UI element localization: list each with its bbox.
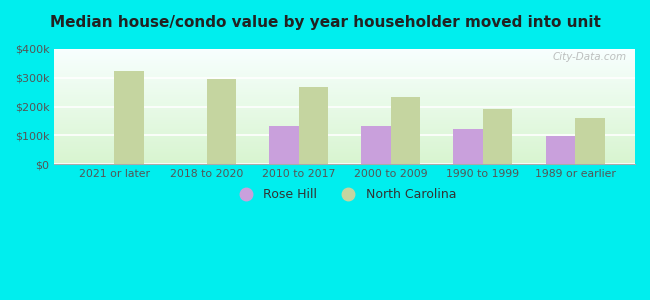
Legend: Rose Hill, North Carolina: Rose Hill, North Carolina xyxy=(228,183,462,206)
Text: Median house/condo value by year householder moved into unit: Median house/condo value by year househo… xyxy=(49,15,601,30)
Bar xyxy=(207,79,236,164)
Bar xyxy=(298,87,328,164)
Bar xyxy=(269,126,298,164)
Bar xyxy=(361,126,391,164)
Bar xyxy=(114,71,144,164)
Bar xyxy=(391,98,421,164)
Bar xyxy=(454,129,483,164)
Text: City-Data.com: City-Data.com xyxy=(552,52,627,62)
Bar xyxy=(575,118,604,164)
Bar xyxy=(545,136,575,164)
Bar xyxy=(483,109,512,164)
